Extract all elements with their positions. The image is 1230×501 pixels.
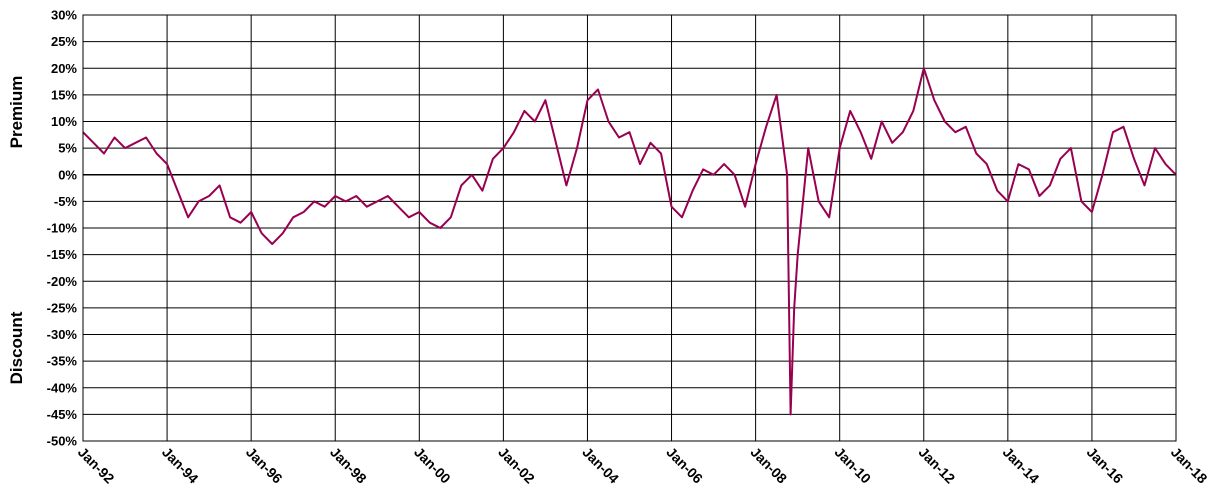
y-tick-label: -40% [47, 380, 78, 395]
x-tick-label: Jan-06 [663, 444, 706, 487]
x-tick-label: Jan-00 [411, 444, 454, 487]
y-tick-label: 20% [51, 61, 77, 76]
x-tick-label: Jan-18 [1168, 444, 1211, 487]
plot-frame [82, 14, 1177, 442]
x-tick-label: Jan-10 [832, 444, 875, 487]
y-tick-label: -5% [54, 194, 78, 209]
x-tick-label: Jan-12 [916, 444, 959, 487]
x-tick-label: Jan-04 [579, 444, 622, 487]
y-label-discount: Discount [7, 311, 26, 384]
y-tick-label: 30% [51, 8, 77, 23]
y-axis-ticks: 30% 25% 20% 15% 10% 5% 0% -5% -10% -15% -20% -25% -3… [47, 8, 78, 449]
y-tick-label: 5% [58, 141, 77, 156]
x-tick-label: Jan-96 [243, 444, 286, 487]
grid [82, 14, 1177, 442]
y-tick-label: -15% [47, 247, 78, 262]
y-label-premium: Premium [7, 76, 26, 149]
y-tick-label: 10% [51, 114, 77, 129]
y-tick-label: -30% [47, 327, 78, 342]
premium-discount-line [82, 67, 1177, 416]
x-tick-label: Jan-08 [747, 444, 790, 487]
y-tick-label: 25% [51, 34, 77, 49]
y-tick-label: -10% [47, 221, 78, 236]
y-tick-label: -45% [47, 407, 78, 422]
y-tick-label: -35% [47, 354, 78, 369]
x-tick-label: Jan-94 [159, 444, 202, 487]
y-tick-label: 15% [51, 87, 77, 102]
x-tick-label: Jan-92 [75, 444, 118, 487]
y-tick-label: -50% [47, 434, 78, 449]
x-tick-label: Jan-98 [327, 444, 370, 487]
x-tick-label: Jan-16 [1084, 444, 1127, 487]
y-tick-label: -20% [47, 274, 78, 289]
y-tick-label: -25% [47, 300, 78, 315]
x-tick-label: Jan-14 [1000, 444, 1043, 487]
x-tick-label: Jan-02 [495, 444, 538, 487]
y-tick-label: 0% [58, 167, 77, 182]
x-axis-ticks: Jan-92 Jan-94 Jan-96 Jan-98 Jan-00 Jan-02 Jan-… [75, 444, 1211, 487]
